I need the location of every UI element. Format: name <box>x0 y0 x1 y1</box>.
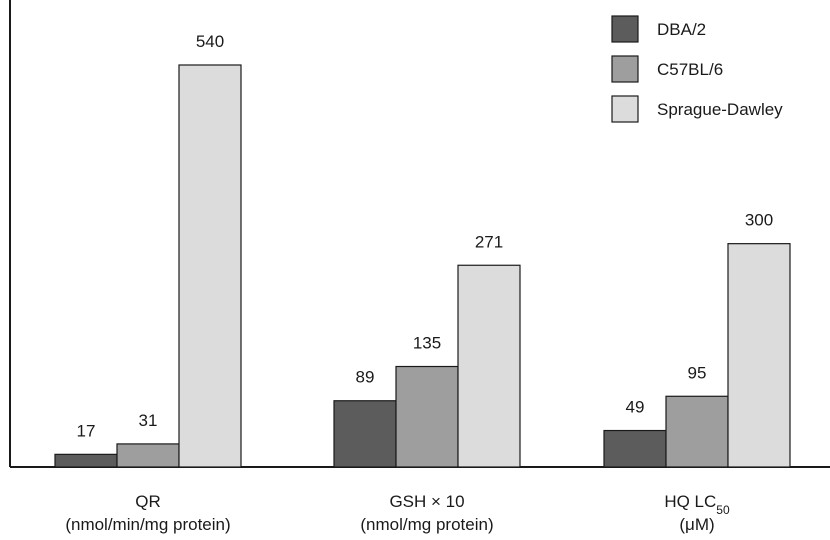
legend-swatch-1 <box>611 15 639 43</box>
category-label-1: QR <box>135 492 161 511</box>
category-labels: QR (nmol/min/mg protein) GSH × 10 (nmol/mg … <box>65 492 730 534</box>
bar-2-3 <box>457 264 521 468</box>
bar-1-3 <box>178 64 242 468</box>
legend: DBA/2 C57BL/6 Sprague-Dawley <box>611 15 783 123</box>
value-label-2-3: 271 <box>475 232 503 251</box>
value-label-3-1: 49 <box>626 398 645 417</box>
value-label-3-2: 95 <box>688 363 707 382</box>
legend-swatch-2 <box>611 55 639 83</box>
category-label-3: HQ LC50 <box>664 492 730 517</box>
value-label-1-1: 17 <box>77 421 96 440</box>
legend-swatch-3 <box>611 95 639 123</box>
category-unit-1: (nmol/min/mg protein) <box>65 515 230 534</box>
value-label-1-2: 31 <box>139 411 158 430</box>
value-label-2-1: 89 <box>356 368 375 387</box>
value-label-1-3: 540 <box>196 32 224 51</box>
bar-3-2 <box>665 395 729 468</box>
value-label-2-2: 135 <box>413 334 441 353</box>
bar-2-2 <box>395 365 459 468</box>
bars <box>54 64 791 468</box>
legend-label-3: Sprague-Dawley <box>657 100 783 119</box>
value-labels: 17 31 540 89 135 271 49 95 300 <box>77 32 774 440</box>
legend-label-2: C57BL/6 <box>657 60 723 79</box>
bar-3-3 <box>727 243 791 468</box>
category-unit-3: (μM) <box>679 515 714 534</box>
category-label-2: GSH × 10 <box>389 492 464 511</box>
category-unit-2: (nmol/mg protein) <box>360 515 493 534</box>
bar-2-1 <box>333 400 397 468</box>
legend-label-1: DBA/2 <box>657 20 706 39</box>
bar-1-1 <box>54 453 118 468</box>
bar-1-2 <box>116 443 180 468</box>
bar-3-1 <box>603 429 667 468</box>
value-label-3-3: 300 <box>745 211 773 230</box>
